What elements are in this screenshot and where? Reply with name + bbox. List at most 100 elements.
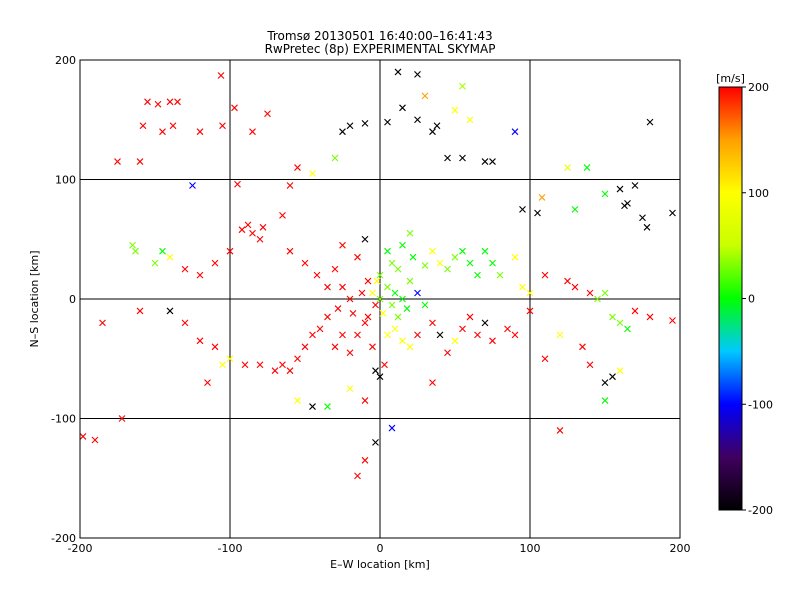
data-point-cross (579, 343, 586, 351)
colorbar-label: [m/s] (716, 72, 745, 85)
data-point-cross (474, 271, 481, 279)
data-point-cross (339, 331, 346, 339)
data-point-cross (226, 355, 234, 363)
colorbar-tick-label: -100 (748, 398, 773, 411)
data-point-cross (309, 170, 316, 177)
data-point-cross (301, 343, 309, 351)
data-points (79, 68, 676, 480)
data-point-cross (474, 331, 481, 339)
x-tick-label: 100 (520, 542, 541, 555)
data-point-cross (286, 182, 294, 189)
data-point-cross (384, 331, 391, 339)
y-axis-label: N–S location [km] (28, 250, 41, 347)
data-point-cross (669, 317, 676, 324)
data-point-cross (429, 379, 436, 387)
data-point-cross (586, 289, 594, 297)
data-point-cross (436, 331, 444, 339)
data-point-cross (429, 128, 436, 136)
data-point-cross (324, 313, 331, 321)
data-point-cross (586, 361, 594, 369)
data-point-cross (364, 313, 372, 321)
data-point-cross (399, 295, 406, 303)
data-point-cross (358, 289, 366, 297)
x-tick-label: -100 (218, 542, 243, 555)
y-tick-label: -100 (51, 413, 76, 426)
data-point-cross (91, 436, 99, 444)
data-point-cross (174, 98, 181, 106)
data-point-cross (241, 361, 249, 369)
data-point-cross (601, 397, 609, 404)
data-point-cross (414, 116, 421, 124)
data-point-cross (459, 325, 466, 333)
data-point-cross (181, 319, 189, 327)
data-point-cross (136, 307, 144, 315)
data-point-cross (511, 253, 519, 261)
y-axis-ticks: -200 -100 0 100 200 (51, 54, 76, 545)
data-point-cross (136, 158, 144, 165)
data-point-cross (256, 235, 264, 243)
data-point-cross (594, 295, 601, 303)
data-point-cross (436, 259, 444, 267)
data-point-cross (541, 355, 549, 363)
data-point-cross (646, 313, 654, 321)
data-point-cross (399, 241, 406, 249)
data-point-cross (459, 82, 466, 90)
data-point-cross (601, 379, 609, 387)
data-point-cross (556, 331, 564, 339)
data-point-cross (139, 122, 147, 130)
data-point-cross (364, 277, 372, 285)
data-point-cross (346, 122, 354, 130)
data-point-cross (361, 235, 369, 243)
data-point-cross (354, 331, 361, 339)
data-point-cross (391, 325, 399, 333)
data-point-cross (406, 343, 414, 351)
data-point-cross (331, 343, 339, 351)
data-point-cross (489, 337, 496, 345)
data-point-cross (388, 301, 396, 309)
data-point-cross (616, 185, 624, 193)
data-point-cross (489, 158, 496, 165)
data-point-cross (301, 259, 309, 267)
data-point-cross (394, 68, 402, 76)
data-point-cross (256, 361, 264, 369)
data-point-cross (361, 319, 369, 327)
data-point-cross (376, 373, 384, 381)
data-point-cross (294, 164, 301, 171)
data-point-cross (459, 247, 466, 255)
data-point-cross (376, 295, 384, 303)
data-point-cross (646, 118, 654, 126)
data-point-cross (451, 253, 459, 261)
y-tick-label: 200 (55, 54, 76, 67)
data-point-cross (114, 158, 121, 165)
data-point-cross (414, 70, 421, 78)
data-point-cross (346, 385, 354, 393)
data-point-cross (231, 104, 238, 112)
data-point-cross (459, 154, 466, 162)
data-point-cross (354, 253, 361, 261)
data-point-cross (534, 209, 541, 217)
data-point-cross (294, 355, 301, 363)
data-point-cross (334, 305, 342, 312)
data-point-cross (217, 72, 225, 79)
data-point-cross (259, 223, 267, 231)
data-point-cross (294, 397, 301, 404)
data-point-cross (264, 110, 271, 118)
data-point-cross (151, 259, 159, 267)
data-point-cross (313, 271, 321, 279)
data-point-cross (496, 271, 504, 279)
data-point-cross (339, 241, 346, 249)
data-point-cross (372, 439, 379, 446)
colorbar-tick-label: -200 (748, 504, 773, 517)
data-point-cross (372, 367, 379, 375)
data-point-cross (511, 331, 519, 339)
data-point-cross (421, 301, 429, 309)
data-point-cross (571, 283, 579, 291)
data-point-cross (384, 247, 391, 255)
data-point-cross (414, 289, 421, 297)
data-point-cross (271, 367, 279, 375)
x-tick-label: 0 (377, 542, 384, 555)
chart-title: Tromsø 20130501 16:40:00–16:41:43 (267, 29, 493, 43)
data-point-cross (391, 289, 399, 297)
data-point-cross (219, 122, 226, 130)
